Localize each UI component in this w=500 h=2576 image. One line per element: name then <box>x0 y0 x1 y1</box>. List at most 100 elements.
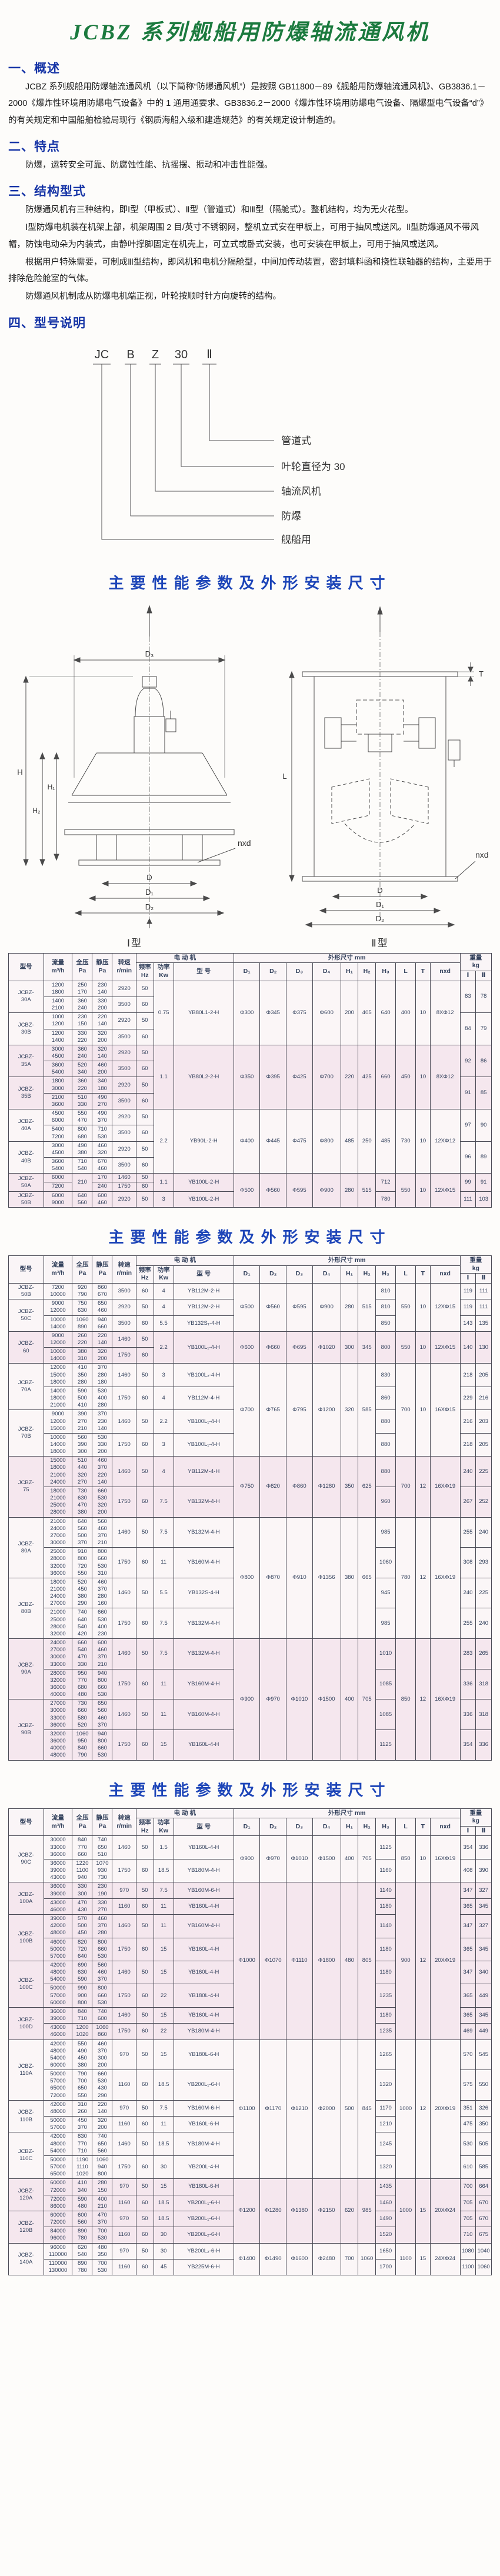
table-cell: 1460 <box>112 1517 136 1548</box>
header-cell: 外形尺寸 mm <box>233 952 461 964</box>
table-cell: 910 800 720 550 <box>72 1547 93 1578</box>
table-cell: 42000 48000 54000 <box>43 2132 73 2156</box>
model-cell: JCBZ- 120A <box>8 2178 44 2211</box>
table-cell: 50 <box>135 1699 154 1730</box>
section-heading-features: 二、特点 <box>8 139 60 154</box>
table-cell: 710 530 <box>92 1125 113 1142</box>
table-cell: 216 <box>475 1386 492 1411</box>
table-cell: 240 <box>475 1517 492 1548</box>
table-cell: 10000 14000 <box>43 1315 73 1332</box>
table-cell: 890 780 <box>72 2258 93 2276</box>
table-cell: 1460 <box>375 2194 396 2211</box>
table-cell: 520 450 380 290 <box>72 1577 93 1609</box>
table-cell: YB160M-6-H <box>173 2100 234 2117</box>
table-cell: 830 770 710 <box>72 2132 93 2156</box>
table-cell: 550 470 <box>72 1109 93 1126</box>
table-cell: 30 <box>153 2242 174 2260</box>
structure-paragraph-1: 防爆通风机有三种结构，即Ⅰ型（甲板式）、Ⅱ型（管道式）和Ⅲ型（隔舱式）。整机结构… <box>25 205 414 215</box>
table-cell: Φ375 <box>286 980 313 1045</box>
table-cell: Φ500 <box>233 1173 261 1208</box>
perf-heading-2: 主要性能参数及外形安装尺寸 <box>108 1228 392 1246</box>
table-cell: Φ1600 <box>286 2242 313 2276</box>
header-cell: H₂ <box>358 1265 376 1284</box>
table-cell: 820 720 640 <box>72 1937 93 1961</box>
table-cell: 25000 28000 32000 36000 <box>43 1547 73 1578</box>
table-cell: 7.5 <box>153 2100 174 2117</box>
header-cell: D₄ <box>312 1265 341 1284</box>
table-cell: 60 <box>135 2023 154 2040</box>
table-cell: 985 <box>375 1517 396 1548</box>
table-cell: 1180 <box>375 1960 396 1985</box>
table-cell: 370 280 180 <box>92 1363 113 1387</box>
table-cell: 83 <box>459 980 476 1014</box>
table-cell: Φ595 <box>286 1282 313 1332</box>
table-cell: 460 370 300 200 <box>92 2039 113 2071</box>
table-cell: 0.75 <box>153 980 174 1045</box>
table-cell: 400 <box>340 1638 359 1761</box>
table-cell: 60 <box>135 1898 154 1915</box>
model-cell: JCBZ- 50B <box>8 1282 44 1300</box>
table-cell: 600 460 370 210 <box>92 1638 113 1669</box>
table-cell: Φ425 <box>286 1044 313 1110</box>
model-cell: JCBZ- 110A <box>8 2039 44 2101</box>
table-cell: 1750 <box>112 2023 136 2040</box>
table-cell: 30 <box>153 2227 174 2244</box>
table-cell: 460 320 <box>92 1141 113 1158</box>
table-cell: 970 <box>112 2242 136 2260</box>
table-cell: Φ1490 <box>259 2242 287 2276</box>
table-cell: Φ300 <box>233 980 261 1045</box>
table-cell: 790 700 650 550 <box>72 2070 93 2101</box>
table-cell: 39000 42000 48000 <box>43 1914 73 1938</box>
table-cell: 1200 1400 <box>43 1028 73 1045</box>
header-cell: L <box>395 962 416 981</box>
code-label-diameter: 叶轮直径为 30 <box>281 461 345 472</box>
table-cell: 50000 57000 <box>43 2116 73 2133</box>
table-cell: 1080 <box>459 2242 476 2260</box>
table-cell: Φ1100 <box>233 2039 261 2180</box>
table-cell: 200 <box>340 980 359 1045</box>
table-cell: 7.5 <box>153 1486 174 1518</box>
table-cell: Φ1070 <box>259 1882 287 2040</box>
table-cell: 60 <box>135 2258 154 2276</box>
table-cell: 664 <box>475 2178 492 2195</box>
code-label-duct: 管道式 <box>281 435 311 446</box>
table-cell: 1320 <box>375 2070 396 2101</box>
table-cell: 60 <box>135 1858 154 1883</box>
model-cell: JCBZ- 90C <box>8 1835 44 1883</box>
table-cell: 640 560 <box>72 1191 93 1208</box>
table-cell: YB180M-4-H <box>173 2132 234 2156</box>
table-cell: 365 <box>459 2007 476 2024</box>
table-cell: 970 <box>112 2210 136 2228</box>
table-cell: 3500 <box>112 1315 136 1332</box>
table-cell: 60 <box>135 1984 154 2008</box>
table-cell: YB112M-2-H <box>173 1299 234 1316</box>
table-cell: 880 <box>375 1432 396 1457</box>
table-cell: 1160 <box>112 2227 136 2244</box>
table-cell: 730 <box>395 1109 416 1174</box>
table-cell: 345 <box>475 1898 492 1915</box>
table-cell: 610 <box>459 2155 476 2180</box>
table-cell: 50000 57000 65000 <box>43 2155 73 2180</box>
table-cell: 1010 <box>375 1638 396 1669</box>
table-cell: Φ695 <box>286 1331 313 1364</box>
model-cell: JCBZ- 110B <box>8 2100 44 2133</box>
section-heading-structure: 三、结构型式 <box>8 185 86 199</box>
table-cell: 220 140 <box>92 2100 113 2117</box>
table-cell: 640 560 500 370 <box>72 1517 93 1548</box>
table-cell: 675 <box>475 2227 492 2244</box>
table-cell: 84000 96000 <box>43 2227 73 2244</box>
table-cell: YB160M-4-H <box>173 1547 234 1578</box>
structure-paragraph-4: 防爆通风机制成从防爆电机端正视，叶轮按顺时针方向旋转的结构。 <box>25 292 281 302</box>
table-cell: 840 710 <box>72 2007 93 2024</box>
table-cell: 425 <box>358 1044 376 1110</box>
model-cell: JCBZ- 50A <box>8 1173 44 1192</box>
table-cell: 810 <box>375 1282 396 1300</box>
header-cell: 转速 r/min <box>112 1808 136 1837</box>
table-cell: 840 770 660 <box>72 1835 93 1859</box>
code-part-jc: JC <box>95 348 109 361</box>
table-cell: 50 <box>135 1331 154 1348</box>
header-cell: 型号 <box>8 1255 44 1284</box>
table-cell: 11 <box>153 1898 174 1915</box>
table-cell: YB160M-6-H <box>173 1882 234 1899</box>
table-cell: 50 <box>135 980 154 997</box>
